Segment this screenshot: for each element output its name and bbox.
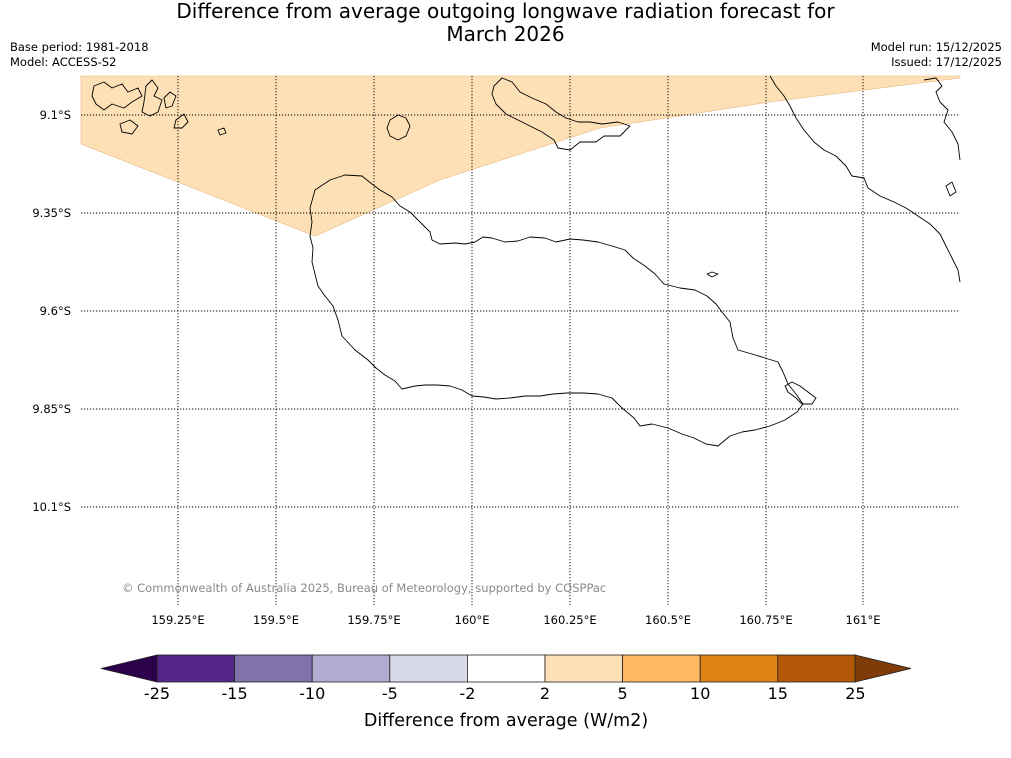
colorbar-tick-label: 15: [768, 684, 788, 703]
coastline-small-islet-east: [706, 271, 719, 278]
lon-label-160-25: 160.25°E: [543, 613, 596, 627]
coastline-malaita: [769, 75, 961, 283]
colorbar-segment: [389, 654, 468, 683]
colorbar-segment: [622, 654, 701, 683]
map-gridlines: [81, 76, 960, 605]
copyright-notice: © Commonwealth of Australia 2025, Bureau…: [122, 581, 606, 595]
model-run-text: Model run: 15/12/2025: [870, 40, 1002, 54]
model-text: Model: ACCESS-S2: [10, 55, 117, 69]
lon-label-161: 161°E: [846, 613, 881, 627]
colorbar-tick-label: -2: [459, 684, 475, 703]
colorbar-tick-label: 2: [540, 684, 550, 703]
coastline-northwest-islands: [91, 79, 227, 136]
colorbar-under-arrow: [100, 654, 158, 683]
colorbar: -25 -15 -10 -5 -2 2 5 10 15 25 Difference from av…: [100, 654, 912, 731]
colorbar-tick-labels: -25 -15 -10 -5 -2 2 5 10 15 25: [144, 684, 866, 703]
colorbar-segment: [777, 654, 856, 683]
colorbar-segment: [234, 654, 313, 683]
issued-text: Issued: 17/12/2025: [891, 55, 1002, 69]
latitude-labels: 9.1°S 9.35°S 9.6°S 9.85°S 10.1°S: [32, 108, 71, 514]
coastline-northeast-islets: [923, 77, 961, 197]
colorbar-over-arrow: [854, 654, 912, 683]
colorbar-tick-label: 25: [845, 684, 865, 703]
colorbar-tick-label: 10: [690, 684, 710, 703]
base-period-text: Base period: 1981-2018: [10, 40, 149, 54]
colorbar-tick-label: -25: [144, 684, 170, 703]
coastline-nggela-islands: [491, 77, 631, 151]
coastline-eastern-islets: [784, 381, 817, 405]
lon-label-159-25: 159.25°E: [151, 613, 204, 627]
colorbar-segment: [466, 654, 546, 683]
colorbar-label: Difference from average (W/m2): [364, 711, 648, 731]
metadata-right: Model run: 15/12/2025 Issued: 17/12/2025: [871, 40, 1002, 70]
coastlines: [91, 75, 961, 447]
lon-label-159-5: 159.5°E: [253, 613, 299, 627]
coastline-guadalcanal: [309, 174, 804, 447]
metadata-left: Base period: 1981-2018 Model: ACCESS-S2: [10, 40, 149, 70]
lon-label-160: 160°E: [455, 613, 490, 627]
lat-label-9-35: 9.35°S: [32, 206, 71, 220]
longitude-labels: 159.25°E 159.5°E 159.75°E 160°E 160.25°E…: [151, 613, 880, 627]
lat-label-9-1: 9.1°S: [40, 108, 71, 122]
colorbar-segment: [699, 654, 779, 683]
lon-label-160-75: 160.75°E: [739, 613, 792, 627]
anomaly-shaded-region: [80, 75, 961, 237]
lat-label-10-1: 10.1°S: [32, 500, 71, 514]
colorbar-tick-label: -5: [382, 684, 398, 703]
colorbar-tick-label: -10: [299, 684, 325, 703]
lon-label-159-75: 159.75°E: [347, 613, 400, 627]
colorbar-segment: [311, 654, 391, 683]
coastline-savo-island: [386, 114, 411, 141]
colorbar-tick-label: -15: [222, 684, 248, 703]
page-title: Difference from average outgoing longwav…: [176, 0, 835, 46]
lat-label-9-6: 9.6°S: [40, 304, 71, 318]
colorbar-tick-label: 5: [618, 684, 628, 703]
colorbar-segment: [156, 654, 235, 683]
colorbar-segment: [544, 654, 623, 683]
lon-label-160-5: 160.5°E: [645, 613, 691, 627]
lat-label-9-85: 9.85°S: [32, 402, 71, 416]
colorbar-segments: [156, 654, 856, 683]
